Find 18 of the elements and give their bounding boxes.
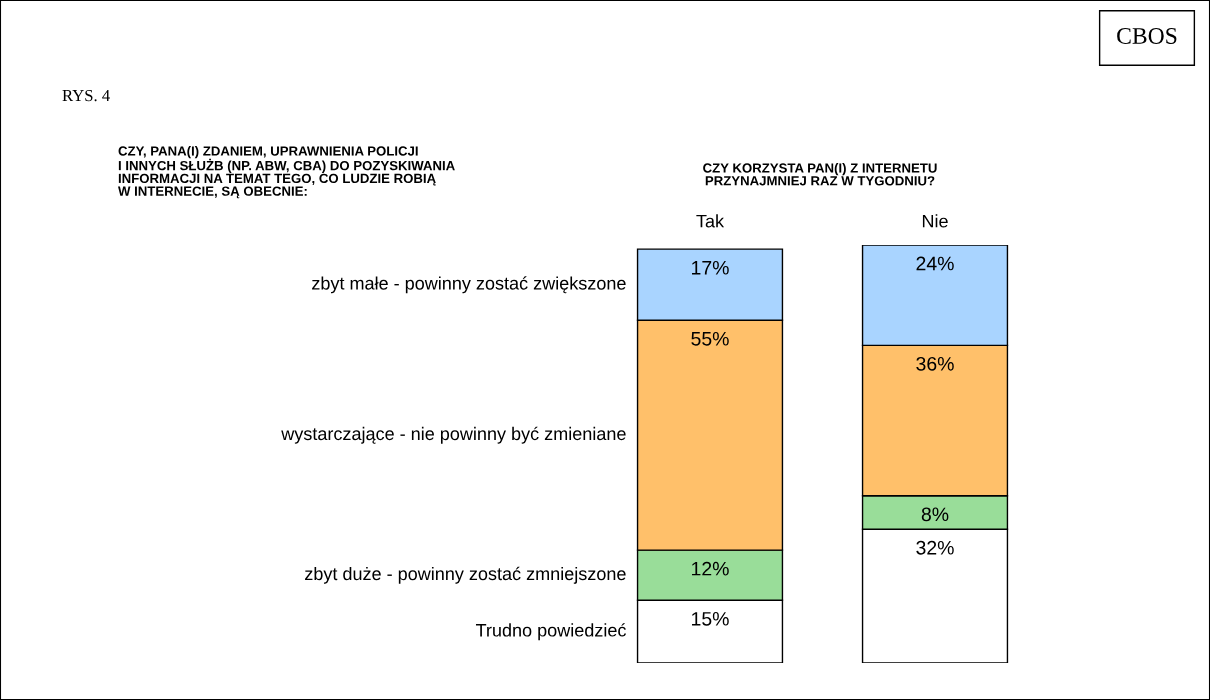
series-label: zbyt małe - powinny zostać zwiększone	[312, 276, 626, 294]
data-label: 15%	[692, 612, 729, 626]
series-label: zbyt duże - powinny zostać zmniejszone	[305, 566, 626, 584]
data-label: 32%	[916, 540, 954, 555]
data-label: 8%	[921, 507, 949, 522]
data-label: 17%	[692, 260, 729, 275]
series-label: Trudno powiedzieć	[475, 623, 626, 641]
text: CBOS	[1117, 28, 1177, 44]
data-label: 12%	[692, 561, 729, 576]
chart-subtitle: CZY KORZYSTA PAN(I) Z INTERNETU PRZYNAJMNIEJ RAZ W TYGODNIU?	[703, 163, 937, 186]
series-label: wystarczające - nie powinny być zmieniane	[281, 426, 626, 444]
text: CZY, PANA(I) ZDANIEM, UPRAWNIENIA POLICJI I INNYCH SŁUŻB (NP. ABW, CBA) DO POZYSKIWANIA INFORMACJI NA TEMAT TEGO, CO LUDZIE ROBIĄ W INTERNECIE, SĄ OBECNIE:	[118, 146, 455, 199]
text: RYS. 4	[62, 89, 110, 102]
data-label: 55%	[691, 331, 729, 346]
x-tick-label: Tak	[696, 214, 725, 228]
data-label: 36%	[916, 356, 954, 371]
data-label: 24%	[916, 256, 954, 271]
x-tick-label: Nie	[922, 214, 948, 228]
